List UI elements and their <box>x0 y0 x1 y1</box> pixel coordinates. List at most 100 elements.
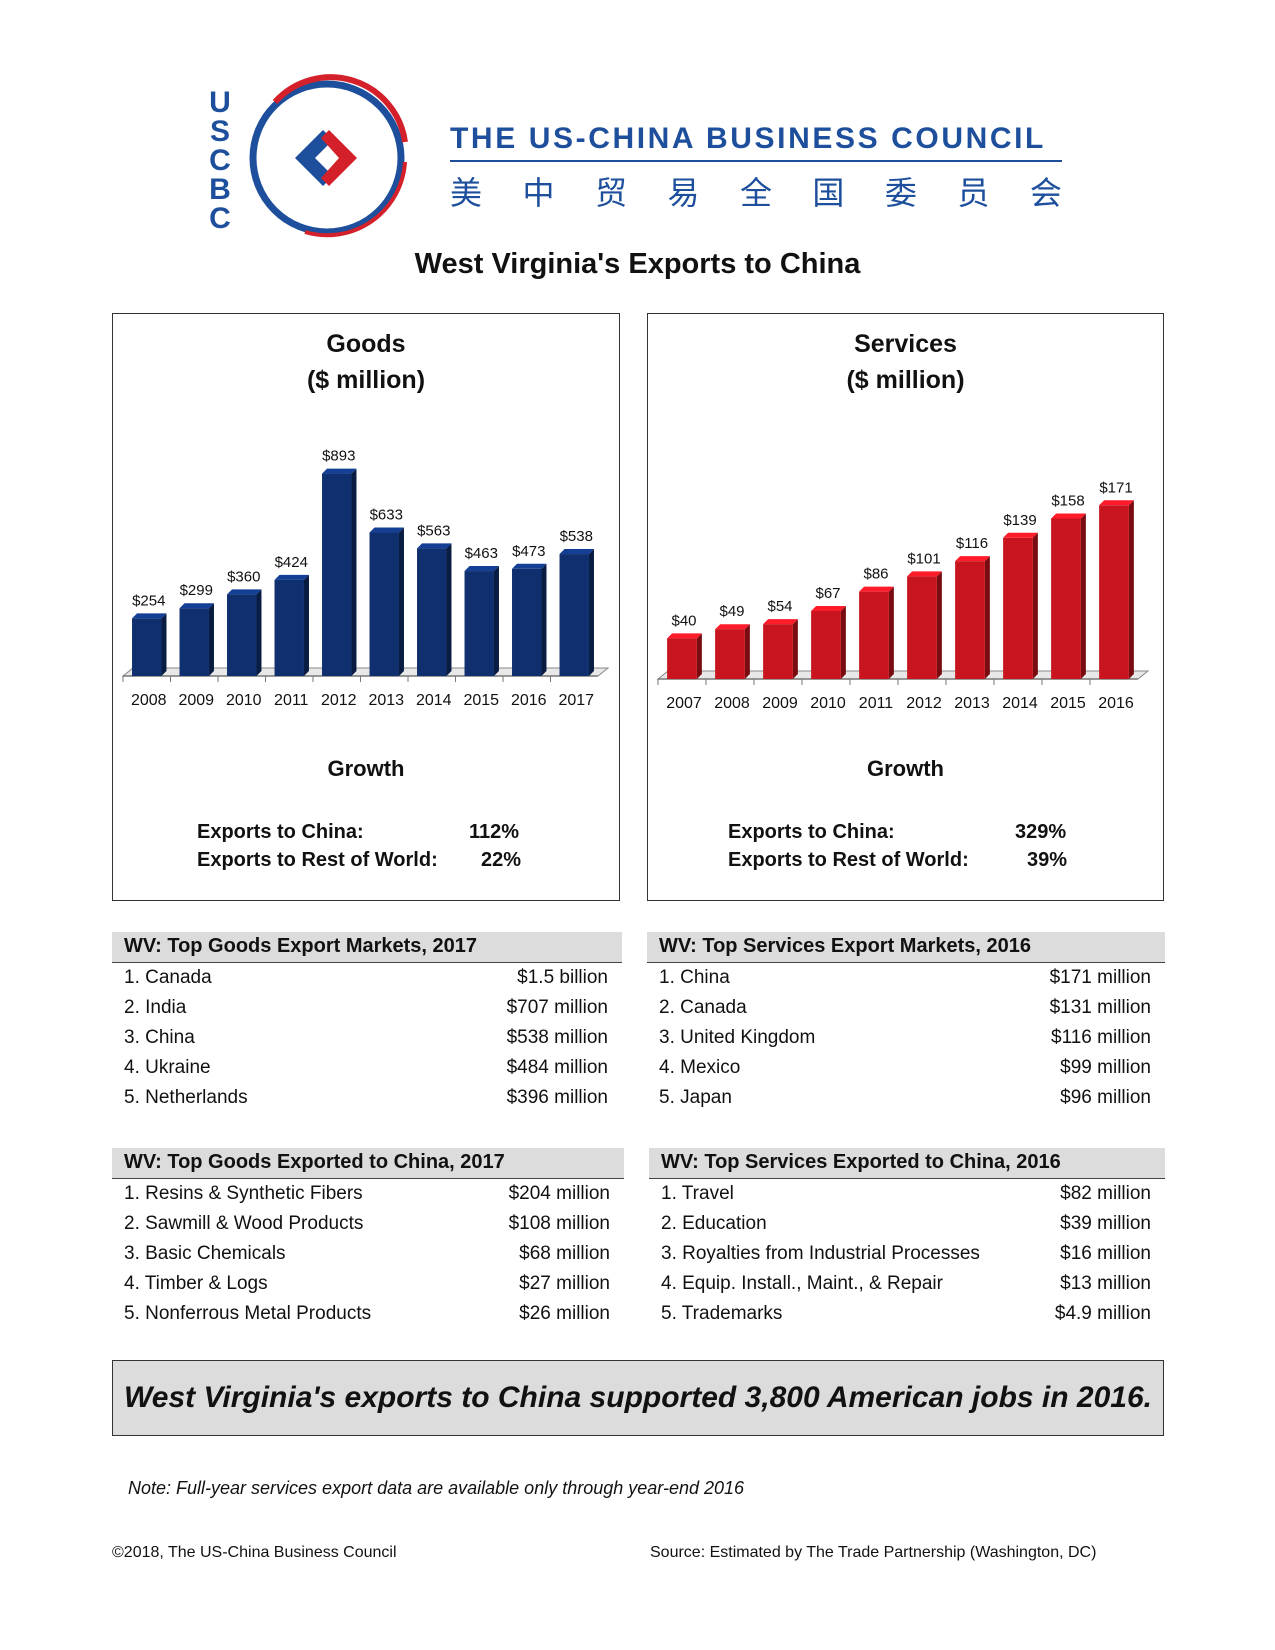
x-tick-label: 2013 <box>954 695 990 712</box>
bar <box>715 629 745 679</box>
bar-side <box>256 589 262 676</box>
x-tick-label: 2011 <box>274 692 309 709</box>
bar-side <box>303 574 309 676</box>
row-value: $27 million <box>519 1273 610 1294</box>
table-row: 5. Trademarks $4.9 million <box>649 1299 1165 1329</box>
bar-top <box>512 563 547 569</box>
data-label: $67 <box>815 585 840 602</box>
table-row: 1. China $171 million <box>647 963 1165 993</box>
x-tick-label: 2016 <box>511 692 547 709</box>
bar-2011 <box>274 574 309 676</box>
x-tick-label: 2015 <box>1050 695 1086 712</box>
bar-side <box>936 571 942 679</box>
data-label: $633 <box>370 507 403 524</box>
data-label: $538 <box>560 528 593 545</box>
services-chart-title-line: Services <box>854 330 957 358</box>
services-markets-table: WV: Top Services Export Markets, 2016 1.… <box>647 932 1165 1113</box>
footnote: Note: Full-year services export data are… <box>128 1478 745 1498</box>
goods-chart-title-line: Goods <box>326 330 406 358</box>
bar-side <box>161 613 167 676</box>
bar-side <box>588 549 594 676</box>
bar <box>559 554 589 676</box>
row-label: 2. Sawmill & Wood Products <box>124 1213 364 1234</box>
bar-top <box>1099 500 1134 506</box>
row-value: $1.5 billion <box>517 967 608 988</box>
row-value: $131 million <box>1049 997 1151 1018</box>
x-tick-label: 2015 <box>463 692 499 709</box>
logo-letter: C <box>209 202 231 235</box>
cn-char: 贸 <box>594 174 627 212</box>
row-value: $68 million <box>519 1243 610 1264</box>
uscbc-logo-icon <box>249 74 408 238</box>
bar-2013 <box>955 556 990 679</box>
row-label: 5. Nonferrous Metal Products <box>124 1303 372 1324</box>
data-label: $473 <box>512 543 545 560</box>
x-tick-label: 2012 <box>321 692 357 709</box>
row-value: $4.9 million <box>1054 1303 1151 1324</box>
data-label: $171 <box>1099 479 1132 496</box>
bar-side <box>1080 513 1086 679</box>
data-label: $299 <box>180 582 213 599</box>
row-label: 2. India <box>124 997 187 1018</box>
goods-bar-chart: $254 2008 $299 2009 $360 2010 $424 2011 $893 2012… <box>121 448 610 709</box>
x-tick-label: 2010 <box>226 692 262 709</box>
table-header: WV: Top Goods Export Markets, 2017 <box>112 932 622 963</box>
row-value: $484 million <box>506 1057 608 1078</box>
jobs-banner: West Virginia's exports to China support… <box>112 1360 1164 1436</box>
services-growth-value: 39% <box>1027 849 1068 871</box>
logo-letter: S <box>209 115 230 148</box>
bar-side <box>744 624 750 679</box>
bar-side <box>398 527 404 676</box>
bar-2010 <box>811 605 846 679</box>
bar-side <box>208 603 214 676</box>
services-growth-label: Exports to China: <box>728 821 895 843</box>
data-label: $101 <box>907 550 940 567</box>
table-row: 1. Canada $1.5 billion <box>112 963 622 993</box>
x-tick-label: 2014 <box>1002 695 1038 712</box>
row-value: $16 million <box>1060 1243 1151 1264</box>
bar <box>417 548 447 676</box>
bar-top <box>322 468 357 474</box>
table-row: 2. Sawmill & Wood Products $108 million <box>112 1209 624 1239</box>
row-value: $707 million <box>506 997 608 1018</box>
cn-char: 员 <box>957 174 990 212</box>
bar-top <box>274 574 309 580</box>
services-to-china-table: WV: Top Services Exported to China, 2016… <box>649 1148 1165 1329</box>
bar-2015 <box>464 566 499 676</box>
row-value: $13 million <box>1060 1273 1151 1294</box>
bar-2008 <box>132 613 167 676</box>
bar-2009 <box>763 619 798 679</box>
bar-top <box>715 624 750 630</box>
bar-top <box>369 527 404 533</box>
bar-top <box>1003 532 1038 538</box>
table-row: 5. Nonferrous Metal Products $26 million <box>112 1299 624 1329</box>
logo-letter: U <box>209 86 231 119</box>
bar <box>859 591 889 679</box>
bar <box>667 638 697 679</box>
bar <box>907 576 937 679</box>
row-label: 4. Equip. Install., Maint., & Repair <box>661 1273 943 1294</box>
council-name-rule <box>450 160 1062 162</box>
bar-side <box>888 586 894 679</box>
x-tick-label: 2008 <box>131 692 167 709</box>
services-growth-value: 329% <box>1015 821 1067 843</box>
x-tick-label: 2012 <box>906 695 942 712</box>
row-value: $538 million <box>506 1027 608 1048</box>
cn-char: 国 <box>812 174 845 212</box>
goods-chart-title-line: ($ million) <box>306 366 426 394</box>
row-label: 1. Travel <box>661 1183 734 1204</box>
bar <box>274 579 304 676</box>
table-row: 1. Resins & Synthetic Fibers $204 million <box>112 1179 624 1209</box>
services-chart-title: Services ($ million) <box>648 326 1163 398</box>
services-chart-title-line: ($ million) <box>846 366 965 394</box>
bar-top <box>417 543 452 549</box>
bar-top <box>955 556 990 562</box>
cn-char: 委 <box>884 174 917 212</box>
bar <box>1051 518 1081 679</box>
row-value: $39 million <box>1060 1213 1151 1234</box>
data-label: $424 <box>275 554 308 571</box>
bar <box>955 561 985 679</box>
services-growth-label: Exports to Rest of World: <box>728 849 969 871</box>
row-value: $396 million <box>506 1087 608 1108</box>
bar-side <box>696 633 702 679</box>
